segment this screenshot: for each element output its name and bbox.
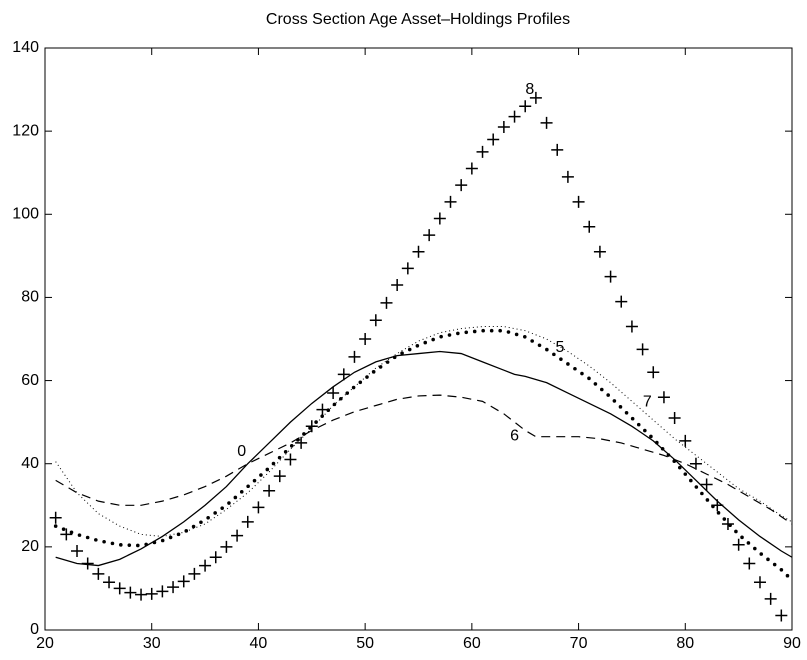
plus-marker (231, 529, 244, 542)
plus-marker (295, 436, 308, 449)
x-tick-label: 60 (463, 635, 481, 652)
series-label: 0 (237, 443, 246, 460)
series-line (55, 394, 793, 525)
plus-marker (327, 387, 340, 400)
plus-marker (316, 403, 329, 416)
x-tick-label: 40 (250, 635, 268, 652)
y-tick-label: 140 (12, 39, 39, 56)
plus-marker (199, 559, 212, 572)
x-tick-label: 90 (783, 635, 801, 652)
plus-marker (775, 609, 788, 622)
plus-marker (508, 110, 521, 123)
plus-marker (124, 586, 137, 599)
plus-marker (423, 229, 436, 242)
plus-marker (177, 575, 190, 588)
plus-marker (220, 540, 233, 553)
y-tick-label: 40 (21, 455, 39, 472)
plus-marker (561, 170, 574, 183)
plus-marker (113, 582, 126, 595)
plus-marker (71, 545, 84, 558)
plus-marker (391, 278, 404, 291)
plus-marker (529, 91, 542, 104)
plus-marker (455, 179, 468, 192)
plus-marker (444, 195, 457, 208)
y-tick-label: 60 (21, 372, 39, 389)
plus-marker (572, 195, 585, 208)
plus-marker (49, 511, 62, 524)
plus-marker (743, 557, 756, 570)
series-label: 8 (525, 81, 534, 98)
series-label: 6 (510, 427, 519, 444)
plus-marker (689, 457, 702, 470)
plus-marker (81, 557, 94, 570)
plus-marker (519, 100, 532, 113)
plus-marker (615, 295, 628, 308)
series-label: 5 (555, 339, 564, 356)
plus-marker (412, 245, 425, 258)
plus-marker (337, 368, 350, 381)
plus-marker (359, 333, 372, 345)
plus-marker (487, 133, 500, 146)
plus-marker (433, 212, 446, 225)
plus-marker (625, 320, 638, 333)
plus-marker (583, 220, 596, 233)
y-tick-label: 100 (12, 206, 39, 223)
y-tick-label: 20 (21, 538, 39, 555)
x-tick-label: 30 (143, 635, 161, 652)
plus-marker (369, 314, 382, 327)
y-tick-label: 80 (21, 289, 39, 306)
plus-marker (551, 143, 564, 156)
plus-marker (604, 270, 617, 283)
plus-marker (92, 567, 105, 580)
plus-marker (636, 343, 649, 356)
x-tick-label: 70 (570, 635, 588, 652)
plus-marker (284, 453, 297, 466)
plus-marker (156, 585, 169, 598)
plus-marker (465, 162, 478, 175)
plus-marker (593, 245, 606, 258)
plus-marker (263, 484, 276, 497)
y-tick-label: 120 (12, 122, 39, 139)
plus-marker (679, 434, 692, 447)
plus-marker (721, 517, 734, 530)
plus-marker (540, 116, 553, 129)
plus-marker (103, 576, 116, 589)
plot-frame (44, 47, 793, 631)
plus-marker (711, 499, 724, 512)
plus-marker (647, 366, 660, 379)
x-tick-label: 50 (356, 635, 374, 652)
plus-marker (273, 470, 286, 483)
plus-marker (145, 587, 158, 600)
plus-marker (380, 296, 393, 309)
plus-marker (476, 145, 489, 158)
plus-marker (700, 478, 713, 491)
series-line (53, 328, 794, 582)
plus-marker (657, 391, 670, 404)
series-label: 7 (643, 393, 652, 410)
plus-marker (401, 262, 414, 275)
plus-marker (209, 551, 222, 564)
plus-marker (753, 576, 766, 589)
y-tick-label: 0 (30, 621, 39, 638)
chart-title: Cross Section Age Asset–Holdings Profile… (266, 11, 570, 28)
plus-marker (60, 528, 73, 541)
plus-marker (305, 420, 318, 433)
plus-marker (732, 538, 745, 551)
plus-marker (764, 592, 777, 605)
x-tick-label: 80 (676, 635, 694, 652)
plus-marker (135, 588, 148, 601)
plus-marker (188, 567, 201, 580)
plus-marker (167, 581, 180, 594)
plus-marker (668, 411, 681, 424)
plus-marker (348, 350, 361, 363)
plus-marker (497, 120, 510, 133)
plus-marker (241, 515, 254, 528)
plus-marker (252, 501, 265, 514)
x-tick-label: 20 (36, 635, 54, 652)
